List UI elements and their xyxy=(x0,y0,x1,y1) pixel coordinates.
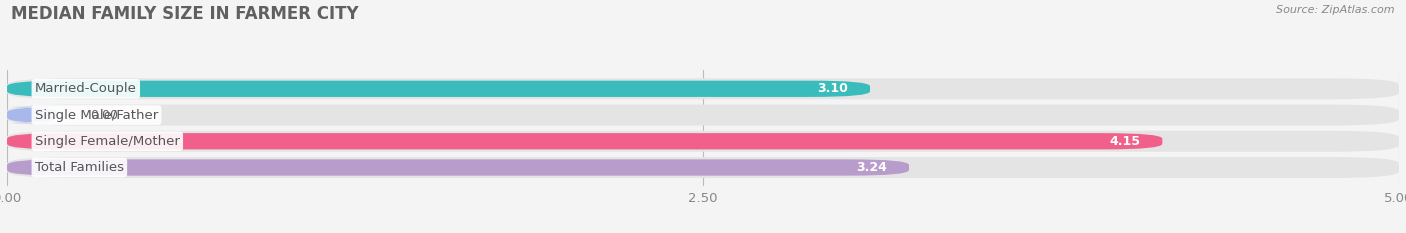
Text: 3.24: 3.24 xyxy=(856,161,887,174)
Text: MEDIAN FAMILY SIZE IN FARMER CITY: MEDIAN FAMILY SIZE IN FARMER CITY xyxy=(11,5,359,23)
FancyBboxPatch shape xyxy=(7,81,870,97)
Text: Total Families: Total Families xyxy=(35,161,124,174)
Text: 4.15: 4.15 xyxy=(1109,135,1140,148)
FancyBboxPatch shape xyxy=(7,133,1163,149)
FancyBboxPatch shape xyxy=(7,105,1399,126)
FancyBboxPatch shape xyxy=(7,78,1399,99)
Text: Source: ZipAtlas.com: Source: ZipAtlas.com xyxy=(1277,5,1395,15)
FancyBboxPatch shape xyxy=(0,107,66,123)
FancyBboxPatch shape xyxy=(7,157,1399,178)
Text: Single Female/Mother: Single Female/Mother xyxy=(35,135,180,148)
Text: Married-Couple: Married-Couple xyxy=(35,82,136,95)
Text: 0.00: 0.00 xyxy=(90,109,118,122)
FancyBboxPatch shape xyxy=(7,159,910,176)
Text: Single Male/Father: Single Male/Father xyxy=(35,109,157,122)
Text: 3.10: 3.10 xyxy=(817,82,848,95)
FancyBboxPatch shape xyxy=(7,131,1399,152)
